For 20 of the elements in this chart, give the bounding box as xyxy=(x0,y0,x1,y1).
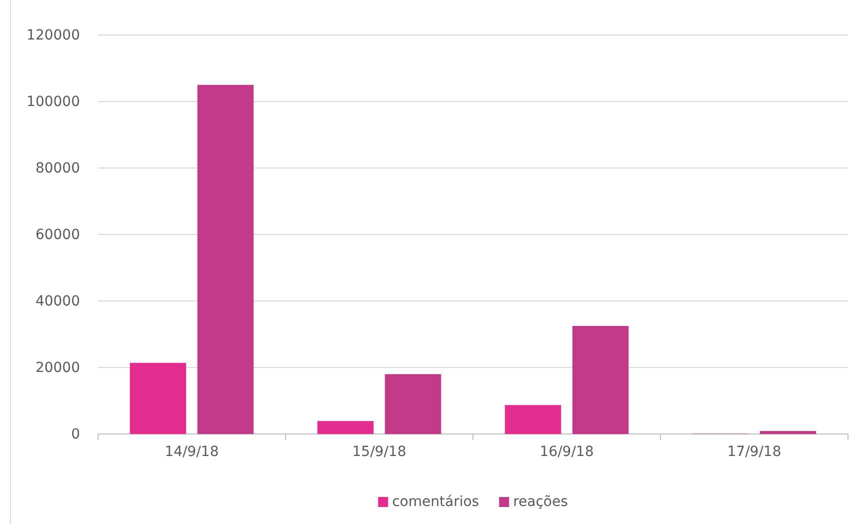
y-tick-label: 80000 xyxy=(35,160,80,176)
y-tick-label: 60000 xyxy=(35,226,80,243)
legend-label: reações xyxy=(513,494,568,510)
bar xyxy=(760,431,816,434)
y-tick-label: 120000 xyxy=(26,27,80,44)
x-tick-label: 17/9/18 xyxy=(727,444,782,460)
bar xyxy=(504,405,562,434)
bar xyxy=(572,326,629,434)
bar xyxy=(384,374,442,434)
bar xyxy=(197,84,254,434)
x-tick-label: 16/9/18 xyxy=(540,444,594,460)
bar xyxy=(317,421,374,434)
y-tick-label: 40000 xyxy=(35,293,80,310)
bar xyxy=(130,362,186,434)
y-tick-label: 20000 xyxy=(35,360,80,376)
y-tick-label: 100000 xyxy=(26,94,80,110)
x-tick-label: 14/9/18 xyxy=(164,444,219,460)
legend-label: comentários xyxy=(392,494,480,510)
y-tick-label: 0 xyxy=(71,426,80,442)
x-tick-label: 15/9/18 xyxy=(352,444,406,460)
